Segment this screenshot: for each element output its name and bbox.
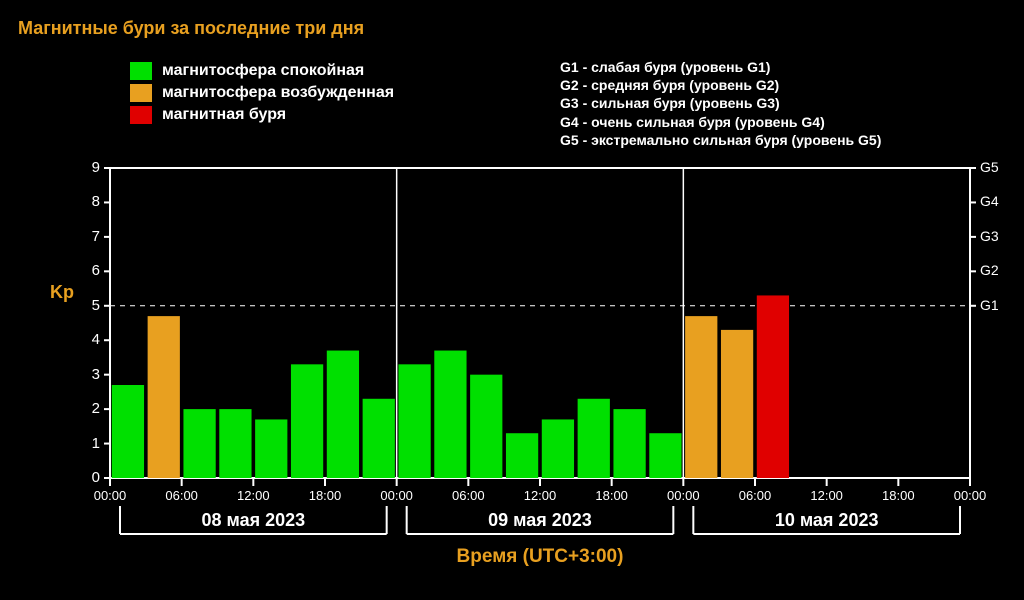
y-tick-label: 7 — [76, 228, 100, 245]
x-tick-label: 12:00 — [524, 488, 557, 503]
g-tick-label: G3 — [980, 228, 999, 244]
g-tick-label: G2 — [980, 262, 999, 278]
y-tick-label: 8 — [76, 193, 100, 210]
y-tick-label: 0 — [76, 469, 100, 486]
y-tick-label: 2 — [76, 400, 100, 417]
x-tick-label: 06:00 — [452, 488, 485, 503]
day-label: 08 мая 2023 — [201, 510, 305, 531]
x-tick-label: 18:00 — [309, 488, 342, 503]
x-tick-label: 12:00 — [810, 488, 843, 503]
y-tick-label: 6 — [76, 262, 100, 279]
x-tick-label: 12:00 — [237, 488, 270, 503]
y-tick-label: 1 — [76, 435, 100, 452]
x-axis-title: Время (UTC+3:00) — [457, 546, 624, 568]
x-tick-label: 18:00 — [595, 488, 628, 503]
x-tick-label: 00:00 — [380, 488, 413, 503]
g-tick-label: G5 — [980, 159, 999, 175]
x-tick-label: 18:00 — [882, 488, 915, 503]
day-label: 09 мая 2023 — [488, 510, 592, 531]
y-tick-label: 9 — [76, 159, 100, 176]
y-tick-label: 5 — [76, 297, 100, 314]
g-tick-label: G1 — [980, 297, 999, 313]
g-tick-label: G4 — [980, 193, 999, 209]
y-tick-label: 3 — [76, 366, 100, 383]
x-tick-label: 06:00 — [739, 488, 772, 503]
x-tick-label: 06:00 — [165, 488, 198, 503]
x-tick-label: 00:00 — [954, 488, 987, 503]
x-tick-label: 00:00 — [667, 488, 700, 503]
y-tick-label: 4 — [76, 331, 100, 348]
x-tick-label: 00:00 — [94, 488, 127, 503]
day-label: 10 мая 2023 — [775, 510, 879, 531]
